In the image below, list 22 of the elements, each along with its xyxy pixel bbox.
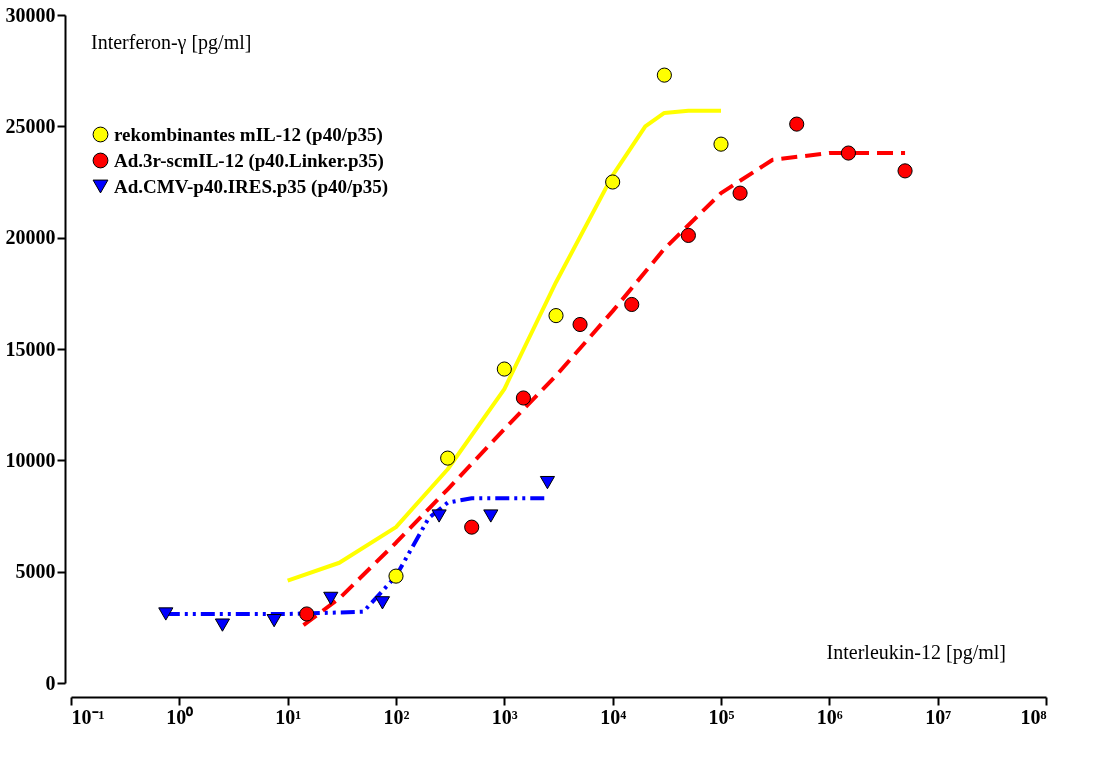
- legend-label: Ad.3r-scmIL-12 (p40.Linker.p35): [114, 149, 384, 172]
- x-axis-title: Interleukin-12 [pg/ml]: [826, 641, 1006, 664]
- y-axis-title: Interferon-γ [pg/ml]: [91, 31, 252, 54]
- legend-label: Ad.CMV-p40.IRES.p35 (p40/p35): [114, 175, 389, 198]
- y-tick-label: 20000: [5, 226, 56, 249]
- x-tick-label: 10³: [491, 705, 518, 728]
- x-tick-label: 10⁻¹: [71, 705, 105, 728]
- x-tick-label: 10⁰: [166, 705, 194, 728]
- x-tick-label: 10¹: [275, 705, 302, 728]
- y-tick-label: 25000: [5, 114, 56, 137]
- x-tick-label: 10⁶: [816, 705, 843, 728]
- y-tick-label: 30000: [5, 3, 56, 26]
- legend-label: rekombinantes mIL-12 (p40/p35): [114, 123, 383, 146]
- x-tick-label: 10⁷: [925, 705, 952, 728]
- y-tick-label: 0: [45, 671, 56, 694]
- x-tick-label: 10⁸: [1020, 705, 1047, 728]
- x-tick-label: 10²: [383, 705, 410, 728]
- x-tick-label: 10⁵: [708, 705, 735, 728]
- y-tick-label: 10000: [5, 448, 56, 471]
- x-tick-label: 10⁴: [600, 705, 627, 728]
- y-tick-label: 15000: [5, 337, 56, 360]
- y-tick-label: 5000: [15, 560, 56, 583]
